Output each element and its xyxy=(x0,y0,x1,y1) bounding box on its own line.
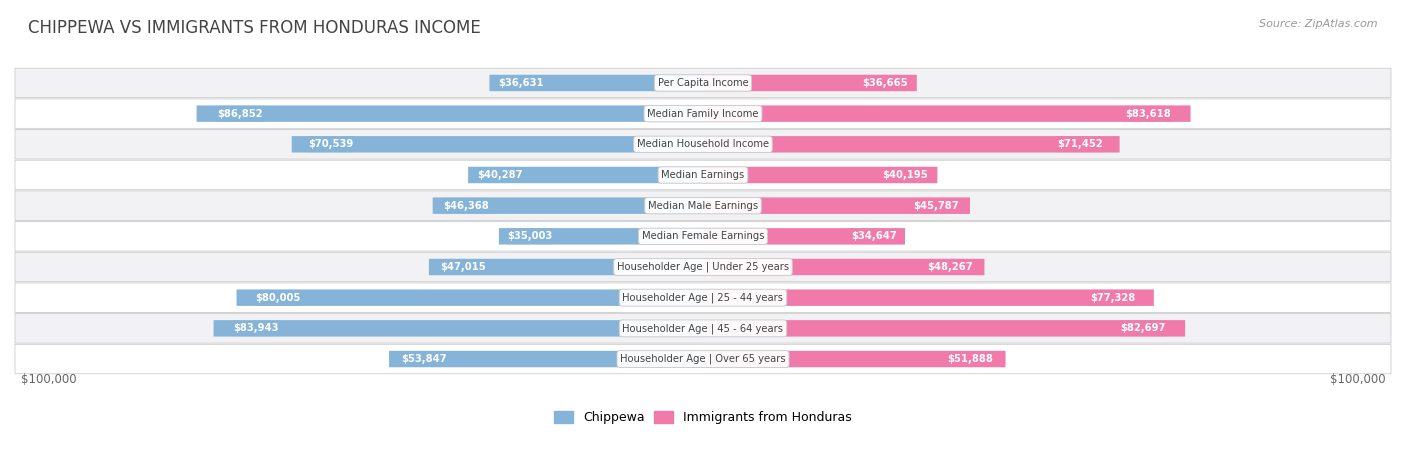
Text: $35,003: $35,003 xyxy=(508,231,553,241)
FancyBboxPatch shape xyxy=(15,344,1391,374)
FancyBboxPatch shape xyxy=(703,198,970,214)
Text: $34,647: $34,647 xyxy=(851,231,897,241)
Text: $51,888: $51,888 xyxy=(948,354,994,364)
Text: Median Family Income: Median Family Income xyxy=(647,109,759,119)
Text: $53,847: $53,847 xyxy=(402,354,447,364)
Text: CHIPPEWA VS IMMIGRANTS FROM HONDURAS INCOME: CHIPPEWA VS IMMIGRANTS FROM HONDURAS INC… xyxy=(28,19,481,37)
Text: $86,852: $86,852 xyxy=(217,109,263,119)
Text: Median Male Earnings: Median Male Earnings xyxy=(648,201,758,211)
FancyBboxPatch shape xyxy=(433,198,703,214)
FancyBboxPatch shape xyxy=(15,191,1391,220)
FancyBboxPatch shape xyxy=(15,222,1391,251)
FancyBboxPatch shape xyxy=(703,75,917,91)
FancyBboxPatch shape xyxy=(703,228,905,245)
Text: $100,000: $100,000 xyxy=(1330,373,1385,386)
FancyBboxPatch shape xyxy=(703,351,1005,367)
FancyBboxPatch shape xyxy=(197,106,703,122)
Text: $83,618: $83,618 xyxy=(1125,109,1171,119)
FancyBboxPatch shape xyxy=(236,290,703,306)
Text: $80,005: $80,005 xyxy=(256,293,301,303)
Text: $46,368: $46,368 xyxy=(443,201,489,211)
Text: Householder Age | 25 - 44 years: Householder Age | 25 - 44 years xyxy=(623,292,783,303)
Text: Median Household Income: Median Household Income xyxy=(637,139,769,149)
Text: Per Capita Income: Per Capita Income xyxy=(658,78,748,88)
Text: Median Female Earnings: Median Female Earnings xyxy=(641,231,765,241)
Text: $48,267: $48,267 xyxy=(928,262,973,272)
FancyBboxPatch shape xyxy=(291,136,703,153)
FancyBboxPatch shape xyxy=(389,351,703,367)
Text: Median Earnings: Median Earnings xyxy=(661,170,745,180)
Text: Householder Age | Over 65 years: Householder Age | Over 65 years xyxy=(620,354,786,364)
FancyBboxPatch shape xyxy=(703,259,984,275)
Text: $40,287: $40,287 xyxy=(478,170,523,180)
FancyBboxPatch shape xyxy=(489,75,703,91)
FancyBboxPatch shape xyxy=(15,68,1391,98)
Text: Source: ZipAtlas.com: Source: ZipAtlas.com xyxy=(1260,19,1378,28)
Text: $70,539: $70,539 xyxy=(308,139,353,149)
FancyBboxPatch shape xyxy=(499,228,703,245)
FancyBboxPatch shape xyxy=(15,252,1391,282)
Text: Householder Age | Under 25 years: Householder Age | Under 25 years xyxy=(617,262,789,272)
Text: $82,697: $82,697 xyxy=(1121,323,1166,333)
Text: $83,943: $83,943 xyxy=(233,323,278,333)
Text: Householder Age | 45 - 64 years: Householder Age | 45 - 64 years xyxy=(623,323,783,333)
Text: $36,665: $36,665 xyxy=(863,78,908,88)
Text: $45,787: $45,787 xyxy=(914,201,959,211)
Text: $77,328: $77,328 xyxy=(1091,293,1136,303)
Text: $36,631: $36,631 xyxy=(498,78,544,88)
FancyBboxPatch shape xyxy=(703,136,1119,153)
Legend: Chippewa, Immigrants from Honduras: Chippewa, Immigrants from Honduras xyxy=(550,406,856,429)
FancyBboxPatch shape xyxy=(703,320,1185,337)
FancyBboxPatch shape xyxy=(468,167,703,183)
FancyBboxPatch shape xyxy=(703,167,938,183)
Text: $47,015: $47,015 xyxy=(440,262,485,272)
FancyBboxPatch shape xyxy=(15,129,1391,159)
FancyBboxPatch shape xyxy=(15,99,1391,128)
Text: $40,195: $40,195 xyxy=(882,170,928,180)
FancyBboxPatch shape xyxy=(429,259,703,275)
Text: $100,000: $100,000 xyxy=(21,373,76,386)
FancyBboxPatch shape xyxy=(703,106,1191,122)
FancyBboxPatch shape xyxy=(15,314,1391,343)
FancyBboxPatch shape xyxy=(214,320,703,337)
FancyBboxPatch shape xyxy=(15,283,1391,312)
FancyBboxPatch shape xyxy=(703,290,1154,306)
Text: $71,452: $71,452 xyxy=(1057,139,1102,149)
FancyBboxPatch shape xyxy=(15,160,1391,190)
